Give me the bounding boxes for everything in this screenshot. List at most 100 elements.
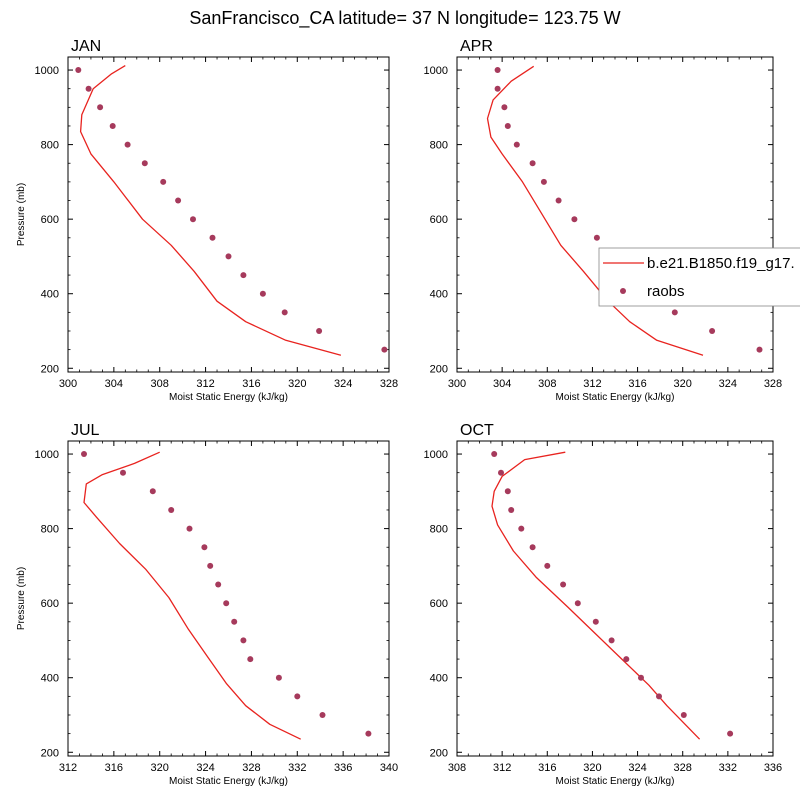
y-tick-label: 800: [41, 140, 59, 152]
x-tick-label: 324: [719, 378, 737, 390]
y-tick-label: 1000: [424, 449, 448, 461]
x-tick-label: 328: [380, 378, 398, 390]
x-tick-label: 340: [380, 762, 398, 774]
x-tick-label: 304: [105, 378, 123, 390]
plot-frame: [456, 56, 774, 373]
model-profile-line: [491, 451, 701, 740]
raobs-point: [671, 309, 678, 316]
raobs-point: [223, 600, 230, 607]
panel-title: JAN: [71, 38, 101, 55]
x-axis-label: Moist Static Energy (kJ/kg): [169, 392, 288, 403]
model-profile-line: [83, 451, 301, 740]
raobs-point: [656, 693, 662, 700]
raobs-point: [555, 197, 562, 204]
x-tick-label: 312: [59, 762, 77, 774]
raobs-point: [75, 67, 82, 73]
raobs-point: [231, 618, 238, 625]
x-tick-label: 320: [583, 762, 601, 774]
y-tick-label: 800: [430, 140, 448, 152]
raobs-point: [365, 730, 372, 737]
y-tick-label: 600: [41, 598, 59, 610]
y-tick-label: 800: [430, 524, 448, 536]
raobs-point: [513, 141, 520, 148]
x-tick-label: 312: [196, 378, 214, 390]
raobs-point: [215, 581, 222, 588]
y-tick-label: 600: [41, 214, 59, 226]
raobs-point: [81, 451, 87, 457]
y-tick-label: 600: [430, 598, 448, 610]
panel-title: JUL: [71, 422, 100, 439]
x-tick-label: 316: [628, 378, 646, 390]
raobs-point: [518, 525, 525, 532]
model-profile-line: [486, 65, 704, 356]
raobs-point: [608, 637, 615, 644]
raobs-point: [494, 85, 501, 92]
y-tick-label: 400: [41, 289, 59, 301]
raobs-point: [201, 544, 208, 551]
raobs-point: [190, 216, 196, 223]
raobs-point: [494, 67, 501, 73]
raobs-point: [109, 123, 116, 129]
x-tick-label: 300: [59, 378, 77, 390]
y-tick-label: 400: [41, 673, 59, 685]
x-tick-label: 328: [674, 762, 692, 774]
raobs-point: [316, 328, 323, 334]
y-tick-label: 400: [430, 673, 448, 685]
x-tick-label: 308: [151, 378, 169, 390]
x-tick-label: 332: [288, 762, 306, 774]
y-axis-label: Pressure (mb): [16, 567, 27, 630]
legend-box: [598, 247, 800, 307]
x-tick-label: 308: [448, 762, 466, 774]
raobs-point: [294, 693, 301, 700]
x-tick-label: 320: [674, 378, 692, 390]
raobs-point: [168, 507, 175, 513]
x-tick-label: 316: [242, 378, 260, 390]
raobs-point: [207, 562, 214, 569]
y-tick-label: 200: [430, 363, 448, 375]
raobs-point: [381, 346, 388, 353]
raobs-point: [186, 525, 193, 532]
y-tick-label: 1000: [35, 449, 59, 461]
raobs-point: [508, 507, 515, 513]
x-axis-label: Moist Static Energy (kJ/kg): [169, 776, 288, 787]
x-tick-label: 304: [493, 378, 511, 390]
raobs-point: [756, 346, 763, 353]
x-tick-label: 324: [334, 378, 352, 390]
raobs-point: [259, 290, 266, 297]
y-tick-label: 800: [41, 524, 59, 536]
raobs-point: [504, 488, 511, 495]
raobs-point: [141, 160, 148, 167]
raobs-point: [319, 712, 326, 718]
plot-frame: [67, 440, 390, 757]
raobs-point: [727, 730, 734, 737]
raobs-point: [504, 123, 511, 129]
y-tick-label: 200: [41, 363, 59, 375]
x-tick-label: 316: [538, 762, 556, 774]
legend-model-label: b.e21.B1850.f19_g17.: [647, 255, 795, 272]
raobs-point: [501, 104, 508, 111]
panel-title: OCT: [460, 422, 494, 439]
raobs-point: [247, 656, 254, 663]
model-profile-line: [79, 65, 342, 356]
x-tick-label: 320: [288, 378, 306, 390]
raobs-point: [491, 451, 498, 457]
raobs-point: [544, 562, 551, 569]
raobs-point: [97, 104, 104, 111]
raobs-point: [623, 656, 630, 663]
x-tick-label: 312: [493, 762, 511, 774]
raobs-point: [709, 328, 716, 334]
y-tick-label: 200: [430, 747, 448, 759]
y-tick-label: 1000: [35, 65, 59, 77]
x-tick-label: 300: [448, 378, 466, 390]
raobs-point: [529, 160, 536, 167]
raobs-point: [225, 253, 232, 260]
raobs-point: [275, 674, 282, 681]
x-axis-label: Moist Static Energy (kJ/kg): [556, 776, 675, 787]
legend-obs-marker: [620, 288, 626, 294]
raobs-point: [560, 581, 567, 588]
raobs-point: [592, 618, 599, 625]
x-tick-label: 316: [105, 762, 123, 774]
y-tick-label: 400: [430, 289, 448, 301]
x-tick-label: 336: [764, 762, 782, 774]
x-tick-label: 328: [242, 762, 260, 774]
